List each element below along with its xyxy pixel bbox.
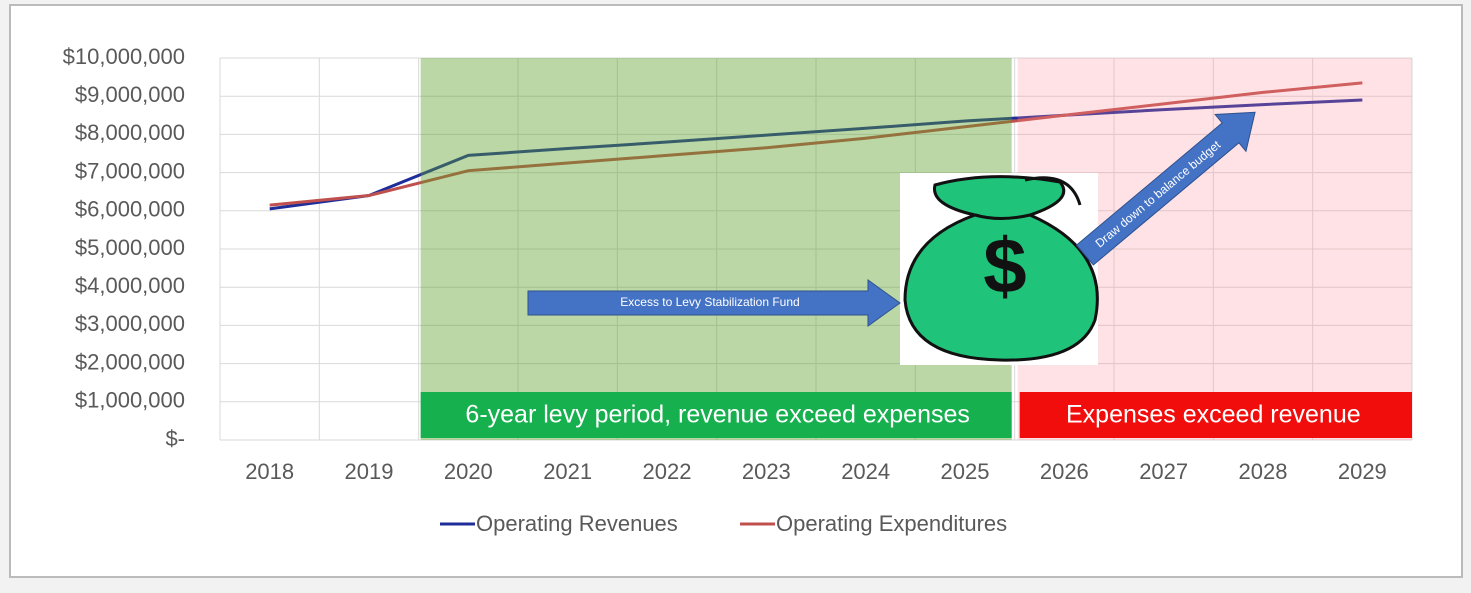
bag-tie — [974, 213, 1031, 220]
legend-label: Operating Expenditures — [776, 511, 1007, 536]
x-tick-label: 2023 — [742, 459, 791, 484]
arrow-excess — [527, 279, 901, 327]
arrow-drawdown — [1075, 111, 1256, 266]
deficit-label-box — [1019, 392, 1412, 438]
y-tick-label: $7,000,000 — [75, 158, 185, 183]
x-tick-label: 2018 — [245, 459, 294, 484]
y-tick-label: $3,000,000 — [75, 311, 185, 336]
x-tick-label: 2028 — [1239, 459, 1288, 484]
y-tick-label: $9,000,000 — [75, 82, 185, 107]
bag-string — [1024, 176, 1082, 206]
dollar-sign: $ — [983, 222, 1026, 310]
regions — [420, 58, 1412, 440]
y-tick-label: $8,000,000 — [75, 120, 185, 145]
x-tick-label: 2025 — [941, 459, 990, 484]
annotation: Excess to Levy Stabilization Fund — [620, 295, 799, 309]
series-line — [269, 98, 1363, 211]
annotation: 6-year levy period, revenue exceed expen… — [465, 401, 969, 429]
x-tick-label: 2021 — [543, 459, 592, 484]
annotation: Expenses exceed revenue — [1066, 401, 1361, 429]
x-tick-label: 2022 — [643, 459, 692, 484]
labels: $- $1,000,000 $2,000,000 $3,000,000 $4,000,0… — [63, 44, 1387, 536]
y-tick-label: $4,000,000 — [75, 273, 185, 298]
x-tick-label: 2026 — [1040, 459, 1089, 484]
x-tick-label: 2024 — [841, 459, 890, 484]
x-tick-label: 2020 — [444, 459, 493, 484]
x-tick-label: 2029 — [1338, 459, 1387, 484]
y-tick-label: $5,000,000 — [75, 235, 185, 260]
y-tick-label: $2,000,000 — [75, 349, 185, 374]
y-tick-label: $6,000,000 — [75, 197, 185, 222]
series-line — [269, 81, 1363, 207]
x-tick-label: 2027 — [1139, 459, 1188, 484]
levy-label-box — [420, 392, 1012, 438]
y-tick-label: $- — [165, 426, 185, 451]
y-tick-label: $1,000,000 — [75, 388, 185, 413]
money-bag: $ — [900, 173, 1099, 365]
lines — [269, 81, 1363, 211]
x-tick-label: 2019 — [345, 459, 394, 484]
y-tick-label: $10,000,000 — [63, 44, 185, 69]
legend-label: Operating Revenues — [476, 511, 678, 536]
